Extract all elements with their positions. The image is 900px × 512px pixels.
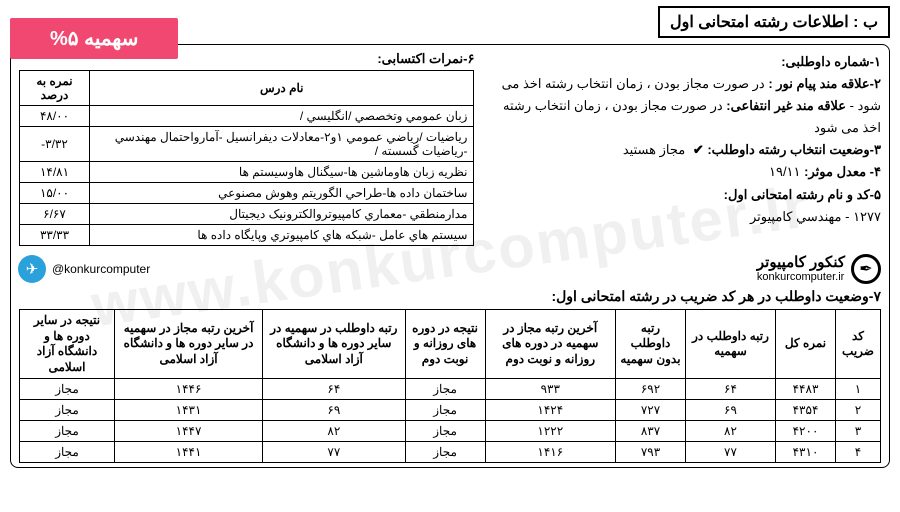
- value-selection-status: مجاز هستید: [623, 142, 689, 157]
- cell: ۶۹: [263, 400, 405, 421]
- col-c9: نتیجه در سایر دوره ها و دانشگاه آزاد اسل…: [20, 310, 115, 379]
- cell-course: رياضيات /رياضي عمومي ۱و۲-معادلات ديفرانس…: [90, 127, 474, 162]
- cell-score: ۳۳/۳۳: [20, 225, 90, 246]
- brand-url: konkurcomputer.ir: [757, 271, 845, 283]
- cell: مجاز: [405, 442, 485, 463]
- value-gpa: ۱۹/۱۱: [769, 164, 801, 179]
- col-c5: آخرین رتبه مجاز در سهمیه در دوره های روز…: [485, 310, 615, 379]
- cell: مجاز: [20, 400, 115, 421]
- cell: ۱۲۲۲: [485, 421, 615, 442]
- cell: ۷۹۳: [616, 442, 686, 463]
- cell: مجاز: [20, 442, 115, 463]
- brand-fa: کنکور کامپیوتر: [757, 255, 845, 272]
- cell: ۱۴۳۱: [115, 400, 263, 421]
- cell: ۸۳۷: [616, 421, 686, 442]
- cell: ۱۴۴۱: [115, 442, 263, 463]
- label-gpa: ۴- معدل موثر:: [804, 164, 881, 179]
- col-c3: رتبه داوطلب در سهمیه: [686, 310, 776, 379]
- cell: ۲: [836, 400, 881, 421]
- table-row: مدارمنطقي -معماري کامپيوتروالکترونيک ديج…: [20, 204, 474, 225]
- main-panel: ۱-شماره داوطلبی: ۲-علاقه مند پیام نور : …: [10, 44, 890, 468]
- cell: ۴۴۸۳: [776, 379, 836, 400]
- cell: ۴۳۱۰: [776, 442, 836, 463]
- cell-course: ساختمان داده ها-طراحي الگوريتم وهوش مصنو…: [90, 183, 474, 204]
- cell: ۶۴: [686, 379, 776, 400]
- cell: مجاز: [405, 421, 485, 442]
- label-major-code: ۵-کد و نام رشته امتحانی اول:: [724, 187, 881, 202]
- table-row: سيستم هاي عامل -شبکه هاي کامپيوتري وپايگ…: [20, 225, 474, 246]
- col-score: نمره به درصد: [20, 71, 90, 106]
- branding-row: ✒ کنکور کامپیوتر konkurcomputer.ir @konk…: [19, 254, 881, 284]
- quota-badge: سهمیه ۵%: [10, 18, 178, 59]
- cell-course: زبان عمومي وتخصصي /انگليسي /: [90, 106, 474, 127]
- table-row: ساختمان داده ها-طراحي الگوريتم وهوش مصنو…: [20, 183, 474, 204]
- label-selection-status: ۳-وضعیت انتخاب رشته داوطلب:: [707, 142, 881, 157]
- table-row: نظريه زبان هاوماشين ها-سيگنال هاوسيستم ه…: [20, 162, 474, 183]
- table-row: رياضيات /رياضي عمومي ۱و۲-معادلات ديفرانس…: [20, 127, 474, 162]
- cell-score: -۳/۳۲: [20, 127, 90, 162]
- cell-course: سيستم هاي عامل -شبکه هاي کامپيوتري وپايگ…: [90, 225, 474, 246]
- cell: ۸۲: [686, 421, 776, 442]
- cell: ۳: [836, 421, 881, 442]
- value-major-code: ۱۲۷۷ - مهندسي کامپيوتر: [484, 206, 881, 228]
- section-title: ب : اطلاعات رشته امتحانی اول: [658, 6, 890, 38]
- scores-panel: ۶-نمرات اکتسابی: نام درس نمره به درصد زب…: [19, 51, 474, 246]
- cell: ۷۲۷: [616, 400, 686, 421]
- cell: ۸۲: [263, 421, 405, 442]
- cell: ۴: [836, 442, 881, 463]
- col-course: نام درس: [90, 71, 474, 106]
- scores-table: نام درس نمره به درصد زبان عمومي وتخصصي /…: [19, 70, 474, 246]
- cell: ۱: [836, 379, 881, 400]
- cell-score: ۱۴/۸۱: [20, 162, 90, 183]
- table-row: زبان عمومي وتخصصي /انگليسي /۴۸/۰۰: [20, 106, 474, 127]
- col-c1: کد ضریب: [836, 310, 881, 379]
- cell: ۶۹۲: [616, 379, 686, 400]
- cell: ۷۷: [263, 442, 405, 463]
- cell: ۷۷: [686, 442, 776, 463]
- cell: مجاز: [405, 400, 485, 421]
- status-table: کد ضریب نمره کل رتبه داوطلب در سهمیه رتب…: [19, 309, 881, 463]
- cell-score: ۶/۶۷: [20, 204, 90, 225]
- col-c4: رتبه داوطلب بدون سهمیه: [616, 310, 686, 379]
- table-row: ۴۴۳۱۰۷۷۷۹۳۱۴۱۶مجاز۷۷۱۴۴۱مجاز: [20, 442, 881, 463]
- cell: ۱۴۴۷: [115, 421, 263, 442]
- col-c6: نتیجه در دوره های روزانه و نوبت دوم: [405, 310, 485, 379]
- cell: ۶۴: [263, 379, 405, 400]
- table-row: ۳۴۲۰۰۸۲۸۳۷۱۲۲۲مجاز۸۲۱۴۴۷مجاز: [20, 421, 881, 442]
- cell: مجاز: [405, 379, 485, 400]
- table-row: ۲۴۳۵۴۶۹۷۲۷۱۴۲۴مجاز۶۹۱۴۳۱مجاز: [20, 400, 881, 421]
- label-nonprofit: علاقه مند غیر انتفاعی:: [726, 98, 846, 113]
- col-c7: رتبه داوطلب در سهمیه در سایر دوره ها و د…: [263, 310, 405, 379]
- cell: ۱۴۲۴: [485, 400, 615, 421]
- label-applicant-no: ۱-شماره داوطلبی:: [781, 54, 881, 69]
- cell: ۴۳۵۴: [776, 400, 836, 421]
- cell-course: نظريه زبان هاوماشين ها-سيگنال هاوسيستم ه…: [90, 162, 474, 183]
- col-c2: نمره کل: [776, 310, 836, 379]
- telegram-handle: @konkurcomputer: [52, 262, 150, 276]
- cell: ۱۴۱۶: [485, 442, 615, 463]
- cell: ۴۲۰۰: [776, 421, 836, 442]
- telegram-icon: ✈: [18, 255, 46, 283]
- label-payamnoor: ۲-علاقه مند پیام نور :: [768, 76, 881, 91]
- pen-icon: ✒: [851, 254, 881, 284]
- status-title: ۷-وضعیت داوطلب در هر کد ضریب در رشته امت…: [19, 288, 881, 305]
- cell: ۱۴۴۶: [115, 379, 263, 400]
- cell-score: ۴۸/۰۰: [20, 106, 90, 127]
- cell: ۹۳۳: [485, 379, 615, 400]
- cell: مجاز: [20, 379, 115, 400]
- cell-course: مدارمنطقي -معماري کامپيوتروالکترونيک ديج…: [90, 204, 474, 225]
- check-icon: [689, 142, 704, 157]
- cell: مجاز: [20, 421, 115, 442]
- cell-score: ۱۵/۰۰: [20, 183, 90, 204]
- col-c8: آخرین رتبه مجاز در سهمیه در سایر دوره ها…: [115, 310, 263, 379]
- applicant-info: ۱-شماره داوطلبی: ۲-علاقه مند پیام نور : …: [484, 51, 881, 246]
- table-row: ۱۴۴۸۳۶۴۶۹۲۹۳۳مجاز۶۴۱۴۴۶مجاز: [20, 379, 881, 400]
- cell: ۶۹: [686, 400, 776, 421]
